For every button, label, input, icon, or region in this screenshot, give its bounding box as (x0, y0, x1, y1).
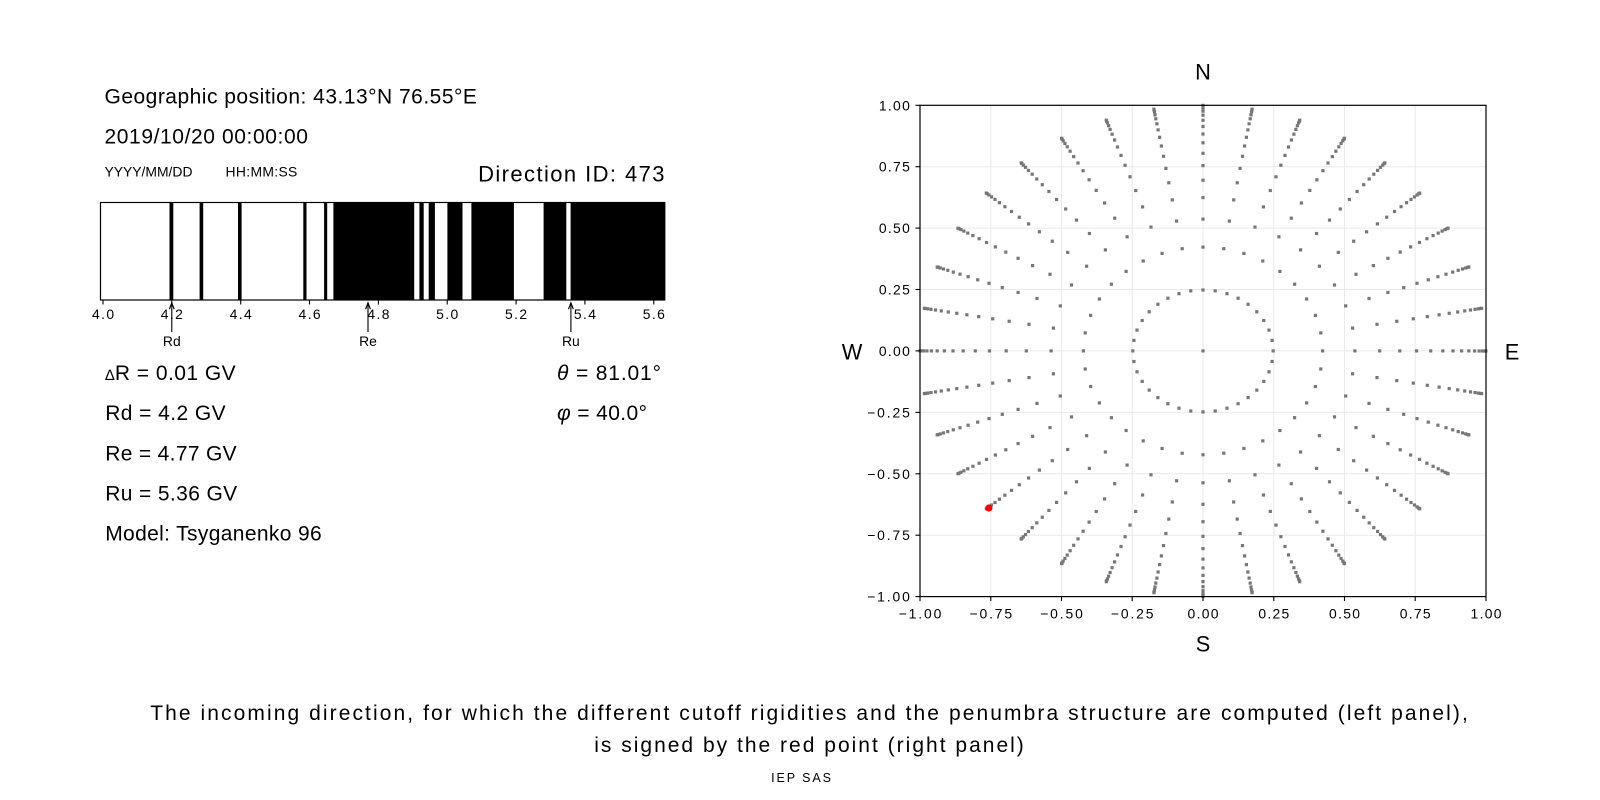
svg-text:−0.50: −0.50 (867, 466, 910, 482)
svg-text:4.8: 4.8 (367, 306, 389, 322)
svg-text:4.0: 4.0 (92, 306, 114, 322)
svg-text:HH:MM:SS: HH:MM:SS (226, 163, 298, 179)
svg-text:5.2: 5.2 (505, 306, 527, 322)
svg-text:Re = 4.77 GV: Re = 4.77 GV (105, 442, 237, 465)
svg-text:0.00: 0.00 (879, 343, 910, 359)
svg-text:Geographic position: 43.13°N 7: Geographic position: 43.13°N 76.55°E (105, 85, 477, 108)
svg-text:−0.75: −0.75 (970, 606, 1013, 622)
svg-text:−0.75: −0.75 (867, 527, 910, 543)
svg-text:0.50: 0.50 (1329, 606, 1360, 622)
svg-text:−0.25: −0.25 (1111, 606, 1154, 622)
svg-text:θ = 81.01°: θ = 81.01° (557, 362, 661, 385)
svg-text:−0.50: −0.50 (1040, 606, 1083, 622)
svg-text:∆R = 0.01 GV: ∆R = 0.01 GV (105, 362, 236, 385)
svg-text:4.4: 4.4 (230, 306, 252, 322)
svg-text:0.25: 0.25 (1258, 606, 1289, 622)
svg-text:5.0: 5.0 (436, 306, 458, 322)
svg-text:0.75: 0.75 (879, 159, 910, 175)
svg-text:1.00: 1.00 (879, 97, 910, 113)
svg-text:W: W (842, 340, 863, 365)
svg-text:0.75: 0.75 (1400, 606, 1431, 622)
svg-text:−1.00: −1.00 (899, 606, 942, 622)
svg-text:IEP SAS: IEP SAS (771, 771, 833, 785)
svg-text:The incoming direction, for wh: The incoming direction, for which the di… (150, 702, 1468, 725)
svg-text:Direction ID: 473: Direction ID: 473 (478, 161, 664, 186)
svg-text:0.00: 0.00 (1188, 606, 1219, 622)
svg-text:Model: Tsyganenko 96: Model: Tsyganenko 96 (105, 523, 322, 546)
svg-text:is signed by the red point (ri: is signed by the red point (right panel) (594, 734, 1024, 757)
svg-text:4.6: 4.6 (298, 306, 320, 322)
svg-text:N: N (1195, 60, 1211, 85)
svg-text:1.00: 1.00 (1471, 606, 1502, 622)
svg-text:−1.00: −1.00 (867, 589, 910, 605)
svg-text:Re: Re (359, 333, 377, 349)
svg-text:E: E (1505, 340, 1520, 365)
svg-text:5.4: 5.4 (574, 306, 596, 322)
svg-text:Ru: Ru (562, 333, 580, 349)
svg-text:Ru = 5.36 GV: Ru = 5.36 GV (105, 482, 237, 505)
svg-text:−0.25: −0.25 (867, 404, 910, 420)
svg-text:Rd: Rd (163, 333, 181, 349)
svg-text:0.50: 0.50 (879, 220, 910, 236)
svg-text:5.6: 5.6 (643, 306, 665, 322)
svg-text:φ = 40.0°: φ = 40.0° (557, 402, 647, 425)
svg-text:0.25: 0.25 (879, 282, 910, 298)
svg-text:S: S (1196, 632, 1211, 657)
svg-text:2019/10/20 00:00:00: 2019/10/20 00:00:00 (105, 126, 308, 149)
svg-text:Rd = 4.2 GV: Rd = 4.2 GV (105, 402, 226, 425)
svg-text:YYYY/MM/DD: YYYY/MM/DD (105, 163, 193, 179)
